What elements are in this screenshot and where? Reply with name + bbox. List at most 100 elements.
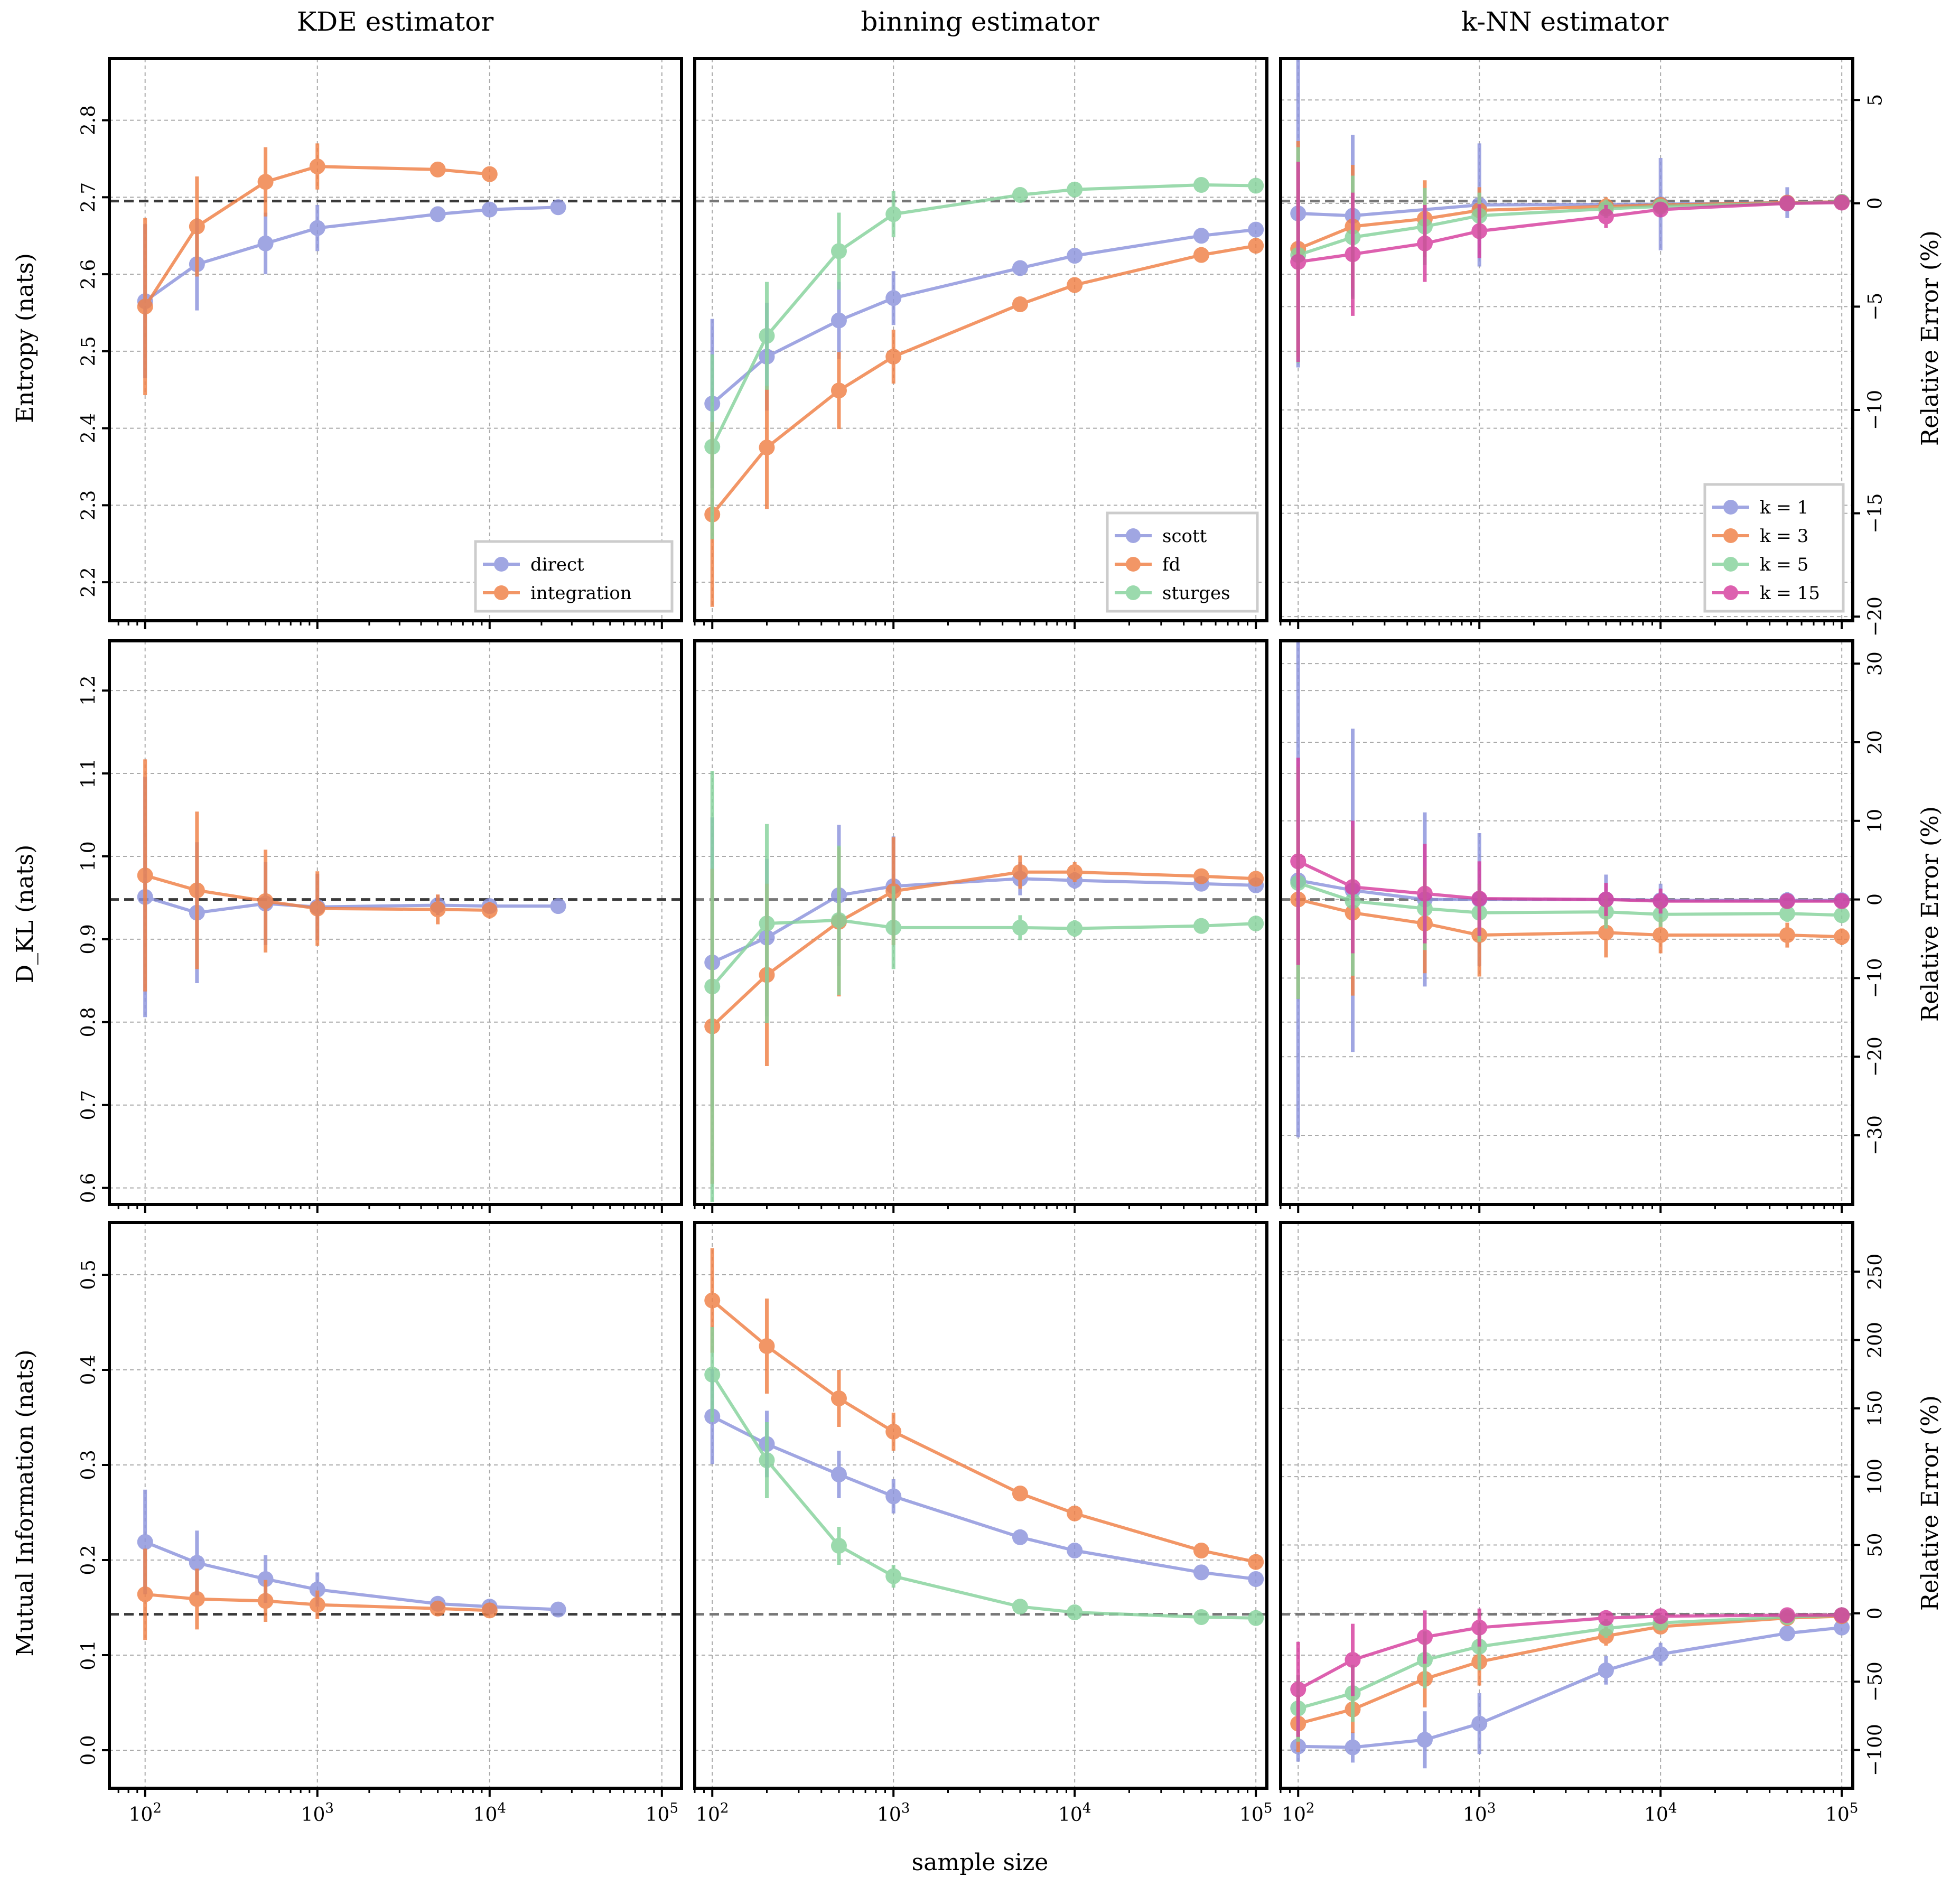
y-tick-label: 2.2 bbox=[78, 567, 100, 597]
data-point bbox=[309, 158, 325, 175]
data-point bbox=[1193, 1564, 1209, 1581]
y-tick-label: 1.0 bbox=[78, 841, 100, 871]
series-line bbox=[711, 183, 1256, 447]
right-y-tick-label: −5 bbox=[1865, 293, 1887, 321]
data-point bbox=[1653, 1646, 1669, 1663]
data-point bbox=[137, 1586, 153, 1602]
data-point bbox=[1834, 1619, 1850, 1636]
series-k=5 bbox=[1290, 1607, 1850, 1742]
right-y-tick-label: 0 bbox=[1865, 197, 1887, 209]
data-point bbox=[1067, 277, 1083, 293]
data-point bbox=[1834, 907, 1850, 923]
ylabel-entropy: Entropy (nats) bbox=[12, 253, 39, 423]
data-point bbox=[830, 1538, 847, 1554]
x-tick-label: 102 bbox=[696, 1800, 729, 1826]
legend-label: k = 3 bbox=[1760, 526, 1808, 547]
data-point bbox=[1248, 221, 1264, 238]
legend-item bbox=[1712, 528, 1749, 543]
data-point bbox=[1067, 1543, 1083, 1558]
series-line bbox=[1297, 1613, 1842, 1691]
x-axis bbox=[1280, 1205, 1843, 1213]
series-k=5 bbox=[1290, 767, 1850, 999]
axes-frame bbox=[1279, 1221, 1854, 1790]
data-point bbox=[1779, 905, 1795, 922]
data-point bbox=[759, 1452, 775, 1468]
right-y-axis: −100 −50 0 50 100 150 200 250 bbox=[1853, 1254, 1887, 1776]
series-line bbox=[711, 1415, 1256, 1581]
series-line bbox=[144, 874, 490, 912]
data-point bbox=[759, 1338, 775, 1354]
panel-mi-kde: 0.0 0.1 0.2 0.3 0.4 0.5 102 103 104 105 bbox=[78, 1221, 683, 1826]
y-tick-label: 0.6 bbox=[78, 1173, 100, 1203]
series-fd bbox=[704, 837, 1264, 1184]
data-point bbox=[1193, 1543, 1209, 1558]
legend-item bbox=[483, 585, 520, 600]
x-axis bbox=[117, 621, 663, 629]
x-tick-label: 105 bbox=[1825, 1800, 1858, 1826]
legend-marker bbox=[1723, 585, 1738, 600]
right-y-tick-label: 200 bbox=[1865, 1322, 1887, 1358]
legend-item bbox=[483, 557, 520, 572]
data-point bbox=[309, 220, 325, 236]
series-sturges bbox=[704, 1327, 1264, 1626]
data-point bbox=[1012, 1486, 1028, 1501]
legend-label: sturges bbox=[1162, 583, 1230, 604]
data-point bbox=[1193, 228, 1209, 244]
series-scott bbox=[704, 817, 1264, 1108]
x-axis: 102 103 104 105 bbox=[117, 1788, 678, 1826]
data-point bbox=[189, 1591, 205, 1607]
legend-item bbox=[1712, 500, 1749, 515]
series-line bbox=[711, 918, 1256, 988]
series-integration bbox=[137, 759, 498, 992]
data-point bbox=[137, 867, 153, 884]
y-tick-label: 0.5 bbox=[78, 1259, 100, 1290]
data-point bbox=[830, 382, 847, 399]
data-point bbox=[1012, 919, 1028, 936]
right-y-tick-label: 20 bbox=[1865, 730, 1887, 754]
legend-item bbox=[1115, 557, 1152, 572]
series-line bbox=[144, 165, 490, 307]
right-y-tick-label: 50 bbox=[1865, 1533, 1887, 1557]
data-point bbox=[1653, 906, 1669, 922]
right-y-tick-label: 0 bbox=[1865, 893, 1887, 905]
y-axis: 2.2 2.3 2.4 2.5 2.6 2.7 2.8 bbox=[78, 105, 109, 597]
data-point bbox=[885, 919, 902, 936]
legend: k = 1 k = 3 k = 5 k = 15 bbox=[1703, 483, 1845, 613]
data-point bbox=[1834, 893, 1850, 909]
data-point bbox=[830, 912, 847, 928]
data-point bbox=[885, 1568, 902, 1584]
panel-entropy-kde: 2.2 2.3 2.4 2.5 2.6 2.7 2.8 direct integration bbox=[78, 57, 683, 629]
data-point bbox=[430, 901, 446, 918]
series-group bbox=[704, 177, 1264, 607]
legend-item bbox=[1115, 585, 1152, 600]
data-point bbox=[550, 898, 566, 914]
series-group bbox=[704, 771, 1264, 1202]
legend-box bbox=[474, 540, 674, 613]
series-k=3 bbox=[1290, 141, 1850, 357]
data-point bbox=[481, 902, 498, 918]
data-point bbox=[1290, 1681, 1306, 1697]
series-line bbox=[1298, 1626, 1842, 1749]
data-point bbox=[1345, 246, 1361, 263]
series-line bbox=[145, 1592, 490, 1612]
y-tick-label: 0.7 bbox=[78, 1090, 100, 1120]
right-y-axis: −30 −20 −10 0 10 20 30 bbox=[1853, 651, 1887, 1155]
series-k=3 bbox=[1290, 1608, 1850, 1752]
axes-frame bbox=[693, 1221, 1268, 1790]
x-axis: 102 103 104 105 bbox=[1280, 1788, 1858, 1826]
data-point bbox=[1248, 1610, 1264, 1626]
data-point bbox=[137, 298, 153, 315]
data-point bbox=[830, 1467, 847, 1482]
y-tick-label: 2.8 bbox=[78, 105, 100, 135]
data-point bbox=[830, 312, 847, 329]
right-y-tick-label: −20 bbox=[1865, 596, 1887, 637]
right-y-tick-label: 5 bbox=[1865, 94, 1887, 106]
data-point bbox=[1012, 1529, 1028, 1545]
data-point bbox=[885, 290, 902, 306]
right-y-tick-label: 250 bbox=[1865, 1254, 1887, 1290]
series-integration bbox=[137, 1548, 498, 1640]
x-tick-label: 105 bbox=[1239, 1800, 1272, 1826]
x-tick-label: 103 bbox=[301, 1800, 334, 1826]
data-point bbox=[1598, 1610, 1614, 1626]
panel-entropy-knn: −20 −15 −10 −5 0 5 k = 1 k = 3 k = 5 k = 15 bbox=[1279, 57, 1887, 637]
